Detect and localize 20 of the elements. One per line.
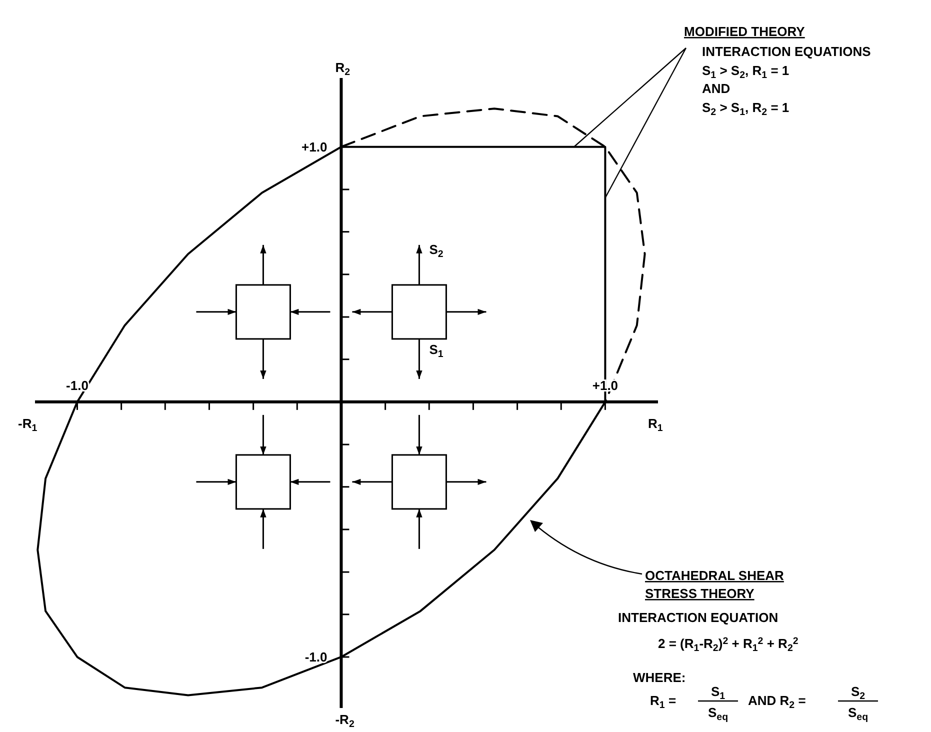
annotation: WHERE:	[633, 670, 686, 685]
text: AND	[702, 81, 730, 96]
text: S$_{1}$	[710, 684, 726, 702]
text: S$_{1}$ > S$_{2}$, R$_{1}$ = 1	[702, 63, 790, 81]
annotation: INTERACTION EQUATION	[618, 610, 778, 625]
annotation: OCTAHEDRAL SHEAR STRESS THEORY	[645, 568, 785, 601]
text: AND R$_{2}$ =	[748, 693, 806, 711]
text: INTERACTION EQUATIONS	[702, 44, 872, 59]
y-axis-title: R$_{2}$	[335, 60, 351, 78]
annotation: S$_{1}$	[429, 342, 444, 360]
text: -R$_{2}$	[335, 712, 355, 730]
annotation: R$_{1}$ =	[650, 693, 676, 711]
x-axis-title: R$_{1}$	[648, 416, 664, 434]
annotation: -R$_{1}$	[18, 416, 38, 434]
text: S$_{eq}$	[708, 705, 728, 723]
text: S$_{2}$	[850, 684, 866, 702]
annotation: S$_{2}$	[429, 242, 444, 260]
text: S$_{eq}$	[848, 705, 868, 723]
annotation: MODIFIED THEORY	[684, 24, 806, 39]
text: S$_{2}$ > S$_{1}$, R$_{2}$ = 1	[702, 100, 790, 118]
